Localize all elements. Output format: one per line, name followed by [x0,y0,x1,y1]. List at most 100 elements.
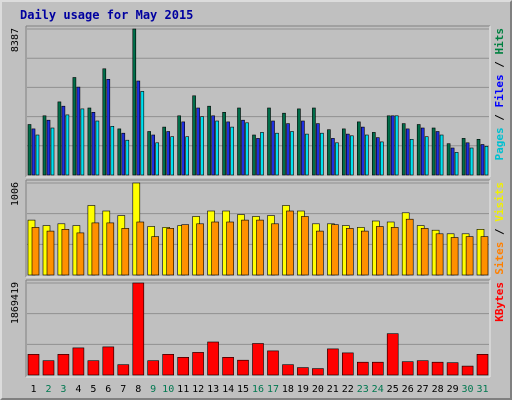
bar-sites-day-30 [465,236,474,276]
bar-sites-day-7 [121,228,130,276]
x-tick-label-day-10: 10 [162,384,174,395]
bar-hits-day-26 [401,123,406,176]
bar-hits-day-5 [87,107,92,176]
bar-files-day-16 [256,138,260,176]
bar-files-day-4 [76,86,81,176]
bar-hits-day-8 [132,28,137,176]
x-tick-label-day-24: 24 [372,384,384,395]
bar-files-day-29 [450,147,455,176]
bar-pages-day-23 [364,134,369,176]
x-tick-label-day-17: 17 [267,384,279,395]
bar-kbytes-day-23 [356,361,369,376]
bar-hits-day-3 [57,101,62,176]
bar-files-day-20 [316,123,320,176]
legend-entry: / [493,108,506,128]
bar-hits-day-12 [192,95,196,176]
bar-pages-day-26 [409,139,414,176]
x-tick-label-day-14: 14 [222,384,234,395]
bar-hits-day-2 [42,115,47,176]
bar-hits-day-10 [162,126,166,176]
x-tick-label-day-6: 6 [105,384,111,395]
bar-pages-day-16 [260,132,264,176]
bar-sites-day-15 [241,219,249,276]
bar-pages-day-21 [335,142,339,176]
bar-pages-day-27 [424,136,429,176]
bar-files-day-27 [420,127,425,176]
bar-pages-day-6 [110,126,115,176]
bar-kbytes-day-22 [341,352,354,376]
bar-hits-day-9 [147,131,151,176]
bar-hits-day-27 [416,124,421,176]
legend-entry: / [493,55,506,75]
legend-entry: Sites [493,242,506,275]
bar-hits-day-4 [72,77,77,176]
legend-entry: KBytes [493,282,506,322]
legend-entry: Hits [493,28,506,55]
bar-files-day-12 [196,107,200,176]
bar-sites-day-12 [196,223,204,276]
bar-kbytes-day-2 [42,360,55,376]
bar-sites-day-27 [420,228,429,276]
bar-sites-day-13 [211,221,219,276]
bar-pages-day-10 [170,136,174,176]
bar-pages-day-9 [155,142,159,176]
panel-hits-legend: Pages / Files / Hits [493,28,506,161]
bar-pages-day-3 [65,114,70,176]
bar-files-day-8 [136,80,141,176]
panel-hits: 8387 Pages / Files / Hits [10,25,506,178]
bar-pages-day-31 [484,146,489,176]
bar-pages-day-14 [230,126,234,176]
bar-kbytes-day-16 [252,343,264,376]
bar-pages-day-15 [245,122,249,176]
bar-hits-day-14 [222,112,226,176]
bar-sites-day-17 [271,223,279,276]
bar-hits-day-18 [282,112,286,176]
legend-entry: Files [493,74,506,107]
bar-files-day-19 [301,120,305,176]
bar-sites-day-20 [316,230,324,276]
bar-files-day-11 [181,121,185,176]
bar-hits-day-15 [237,107,241,176]
bar-files-day-28 [435,131,440,176]
bar-kbytes-day-19 [297,367,309,376]
x-tick-label-day-28: 28 [432,384,444,395]
bar-sites-day-31 [480,236,489,276]
bar-kbytes-day-18 [282,364,294,376]
x-tick-label-day-23: 23 [357,384,369,395]
bar-pages-day-29 [454,152,459,176]
bar-sites-day-4 [76,232,85,276]
chart-title: Daily usage for May 2015 [20,8,193,22]
bar-kbytes-day-17 [267,350,279,376]
bar-files-day-15 [241,119,245,176]
bar-hits-day-16 [252,134,256,176]
x-tick-label-day-3: 3 [60,384,66,395]
bar-sites-day-2 [46,230,55,276]
bar-kbytes-day-7 [117,364,130,376]
bar-files-day-23 [360,126,365,176]
bar-sites-day-9 [151,236,159,276]
bar-hits-day-7 [117,128,122,176]
bar-pages-day-30 [469,147,474,176]
x-tick-label-day-25: 25 [387,384,399,395]
bar-kbytes-day-10 [162,353,174,376]
bar-sites-day-11 [181,224,189,276]
bar-kbytes-day-30 [461,365,474,376]
x-tick-label-day-4: 4 [75,384,81,395]
bar-sites-day-8 [136,221,145,276]
bar-sites-day-24 [375,226,384,276]
bar-sites-day-18 [286,210,294,276]
bar-sites-day-19 [301,216,309,276]
bar-hits-day-20 [312,107,316,176]
x-tick-label-day-13: 13 [207,384,219,395]
bar-hits-day-29 [446,143,451,176]
bar-kbytes-day-24 [371,361,384,376]
bar-sites-day-3 [61,229,70,276]
bar-pages-day-22 [349,135,354,176]
bar-files-day-5 [91,112,96,176]
bar-kbytes-day-15 [237,359,249,376]
bar-sites-day-10 [166,228,174,276]
bar-sites-day-26 [405,218,414,276]
x-tick-label-day-7: 7 [120,384,126,395]
x-tick-label-day-31: 31 [476,384,488,395]
